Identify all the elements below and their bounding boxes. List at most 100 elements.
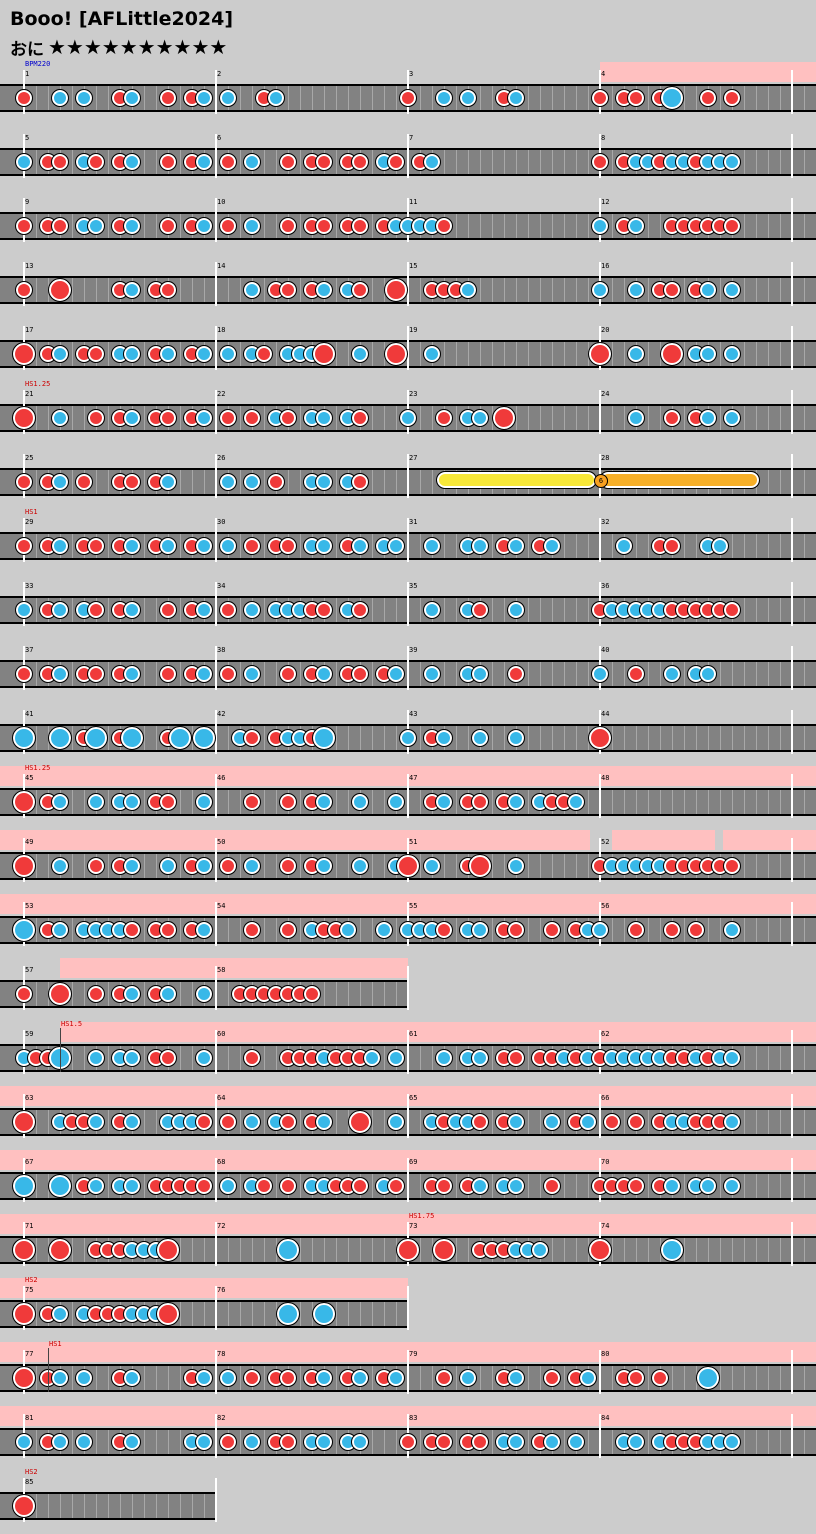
- beat-line: [300, 406, 301, 430]
- don-note: [279, 665, 297, 683]
- speed-event-marker: [48, 1348, 49, 1392]
- measure-number: 32: [601, 518, 610, 526]
- beat-line: [588, 86, 589, 110]
- beat-line: [180, 1430, 181, 1454]
- measure-bar-line: [215, 646, 217, 690]
- ka-note: [459, 281, 477, 299]
- beat-line: [684, 726, 685, 750]
- beat-line: [696, 1238, 697, 1262]
- beat-line: [300, 86, 301, 110]
- beat-line: [492, 790, 493, 814]
- beat-line: [780, 1174, 781, 1198]
- ka-note: [315, 281, 333, 299]
- beat-line: [84, 790, 85, 814]
- beat-line: [612, 1430, 613, 1454]
- beat-line: [372, 86, 373, 110]
- beat-line: [180, 1302, 181, 1326]
- beat-line: [108, 854, 109, 878]
- measure-number: 22: [217, 390, 226, 398]
- beat-line: [444, 150, 445, 174]
- ka-note: [123, 1113, 141, 1131]
- don-note: [351, 665, 369, 683]
- beat-line: [72, 1302, 73, 1326]
- don-note: [87, 153, 105, 171]
- beat-line: [756, 918, 757, 942]
- ka-note: [363, 1049, 381, 1067]
- beat-line: [384, 1430, 385, 1454]
- beat-line: [180, 662, 181, 686]
- ka-note: [627, 217, 645, 235]
- don-note: [279, 281, 297, 299]
- don-note: [87, 601, 105, 619]
- scroll-speed-highlight: [600, 62, 816, 82]
- ka-note: [195, 921, 213, 939]
- measure-number: 41: [25, 710, 34, 718]
- ka-note: [627, 1433, 645, 1451]
- beat-line: [504, 278, 505, 302]
- ka-note: [87, 1177, 105, 1195]
- measure-number: 79: [409, 1350, 418, 1358]
- beat-line: [372, 278, 373, 302]
- beat-line: [492, 342, 493, 366]
- beat-line: [660, 662, 661, 686]
- beat-line: [648, 790, 649, 814]
- don-note: [279, 857, 297, 875]
- beat-line: [384, 854, 385, 878]
- beat-line: [768, 598, 769, 622]
- measure-number: 55: [409, 902, 418, 910]
- beat-line: [480, 214, 481, 238]
- ka-note: [195, 985, 213, 1003]
- beat-line: [372, 214, 373, 238]
- beat-line: [684, 342, 685, 366]
- ka-note: [507, 89, 525, 107]
- beat-line: [276, 1174, 277, 1198]
- note-lane: [0, 902, 816, 946]
- note-lane: [0, 1478, 217, 1522]
- chart-row: 63 64 65 66: [0, 1086, 816, 1150]
- ka-note: [51, 89, 69, 107]
- ka-note: [51, 409, 69, 427]
- don-note: [159, 665, 177, 683]
- beat-line: [276, 342, 277, 366]
- measure-number: 43: [409, 710, 418, 718]
- measure-number: 82: [217, 1414, 226, 1422]
- beat-line: [108, 278, 109, 302]
- measure-number: 20: [601, 326, 610, 334]
- measure-bar-line: [791, 518, 793, 562]
- don-note: [723, 217, 741, 235]
- don-note: [159, 217, 177, 235]
- scroll-speed-highlight: [0, 830, 591, 850]
- beat-line: [468, 726, 469, 750]
- chart-row: 49 50 51 52: [0, 830, 816, 894]
- measure-number: 3: [409, 70, 414, 78]
- measure-number: 42: [217, 710, 226, 718]
- beat-line: [456, 342, 457, 366]
- don-note: [543, 1369, 561, 1387]
- beat-line: [492, 1174, 493, 1198]
- beat-line: [612, 534, 613, 558]
- beat-line: [384, 1110, 385, 1134]
- scroll-speed-highlight: [0, 1278, 408, 1298]
- beat-line: [588, 150, 589, 174]
- don-note: [159, 153, 177, 171]
- big-ka-note: [276, 1302, 300, 1326]
- beat-line: [36, 1366, 37, 1390]
- ka-note: [123, 985, 141, 1003]
- don-note: [435, 409, 453, 427]
- ka-note: [123, 537, 141, 555]
- beat-line: [432, 1046, 433, 1070]
- measure-bar-line: [215, 454, 217, 498]
- ka-note: [51, 1369, 69, 1387]
- big-don-note: [348, 1110, 372, 1134]
- beat-line: [360, 918, 361, 942]
- measure-bar-line: [407, 262, 409, 306]
- ka-note: [615, 537, 633, 555]
- beat-line: [696, 726, 697, 750]
- beat-line: [540, 854, 541, 878]
- don-note: [399, 1433, 417, 1451]
- don-note: [279, 1369, 297, 1387]
- beat-line: [180, 534, 181, 558]
- beat-line: [564, 1174, 565, 1198]
- measure-bar-line: [215, 1350, 217, 1394]
- measure-bar-line: [215, 582, 217, 626]
